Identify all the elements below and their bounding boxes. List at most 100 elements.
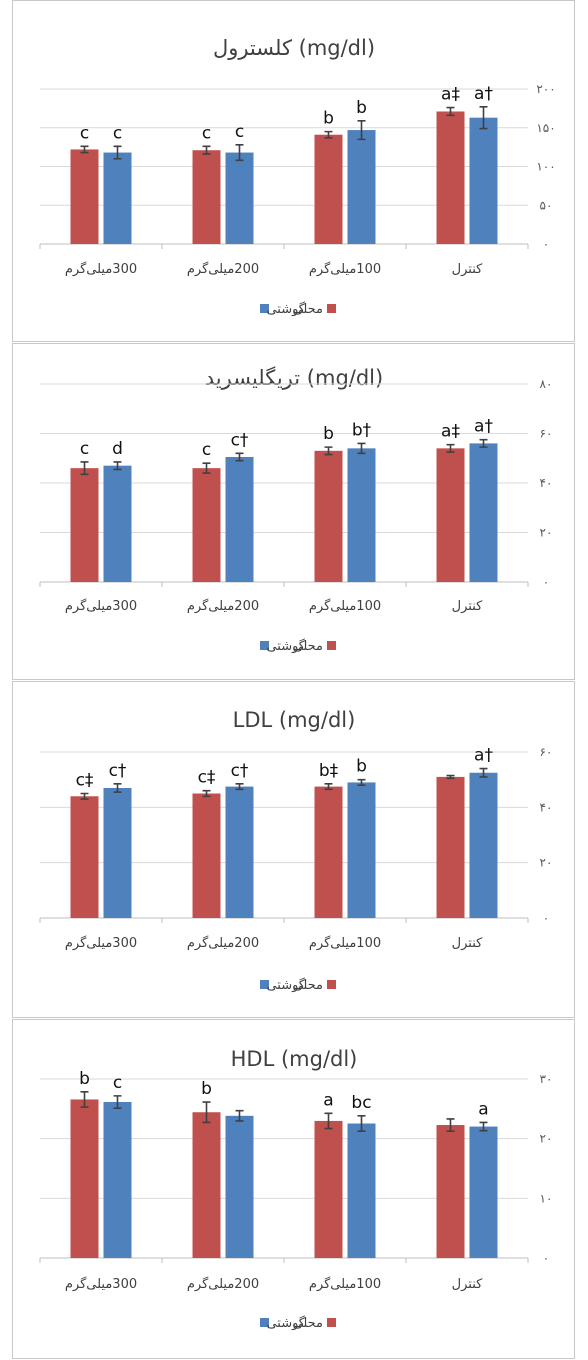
error-bar (113, 783, 122, 793)
y-tick-label: ۰ (543, 911, 549, 925)
x-tick-label: 200میلی‌گرم (187, 935, 259, 951)
legend-label-blue: گوشتی (266, 638, 305, 654)
bar-blue (103, 465, 132, 582)
legend-label-red: محلی (293, 978, 324, 993)
significance-label: d (112, 439, 123, 459)
chart-title: تریگلیسرید (mg/dl) (205, 366, 383, 390)
x-tick-label: 100میلی‌گرم (309, 261, 381, 277)
x-tick-label: کنترل (452, 936, 483, 951)
error-bar (479, 106, 488, 130)
x-tick-label: 100میلی‌گرم (309, 1276, 381, 1292)
significance-label: c (80, 439, 89, 459)
significance-label: a‡ (441, 422, 460, 442)
significance-label: b‡ (319, 761, 339, 781)
error-bar (202, 1101, 211, 1124)
bar-red (70, 149, 99, 244)
significance-label: c‡ (198, 768, 216, 788)
chart-panel-ldl: LDL (mg/dl) ۰ ۲۰ ۴۰ ۶۰ c‡ c† 300میلی‌گرم c‡ c† 200… (12, 681, 575, 1018)
y-tick-label: ۲۰۰ (536, 82, 555, 96)
significance-label: b (323, 424, 334, 444)
significance-label: a† (474, 84, 493, 104)
significance-label: b (356, 98, 367, 118)
significance-label: c† (231, 430, 249, 450)
bar-blue (347, 130, 376, 244)
bar-red (314, 134, 343, 244)
bar-red (192, 150, 221, 244)
bar-red (192, 1112, 221, 1258)
error-bar (113, 145, 122, 160)
bar-red (70, 468, 99, 582)
bar-blue (469, 117, 498, 244)
legend-swatch-blue (260, 641, 269, 650)
legend-swatch-blue (260, 980, 269, 989)
significance-label: b (356, 757, 367, 777)
bar-blue (347, 782, 376, 918)
error-bar (446, 774, 455, 780)
legend-swatch-red (327, 1318, 336, 1327)
bar-red (70, 796, 99, 918)
error-bar (357, 778, 366, 786)
error-bar (202, 145, 211, 155)
y-tick-label: ۶۰ (540, 427, 553, 441)
error-bar (235, 1109, 244, 1122)
x-tick-label: 200میلی‌گرم (187, 261, 259, 277)
significance-label: a (323, 1090, 333, 1110)
y-tick-label: ۴۰ (540, 476, 553, 490)
legend-swatch-red (327, 980, 336, 989)
legend-label-red: محلی (293, 639, 324, 654)
error-bar (80, 461, 89, 476)
error-bar (80, 145, 89, 154)
bar-blue (347, 1123, 376, 1258)
significance-label: c‡ (76, 771, 94, 791)
y-tick-label: ۲۰ (540, 1132, 553, 1146)
bar-red (314, 1120, 343, 1258)
significance-label: a† (474, 746, 493, 766)
bar-red (192, 468, 221, 582)
bar-blue (103, 1102, 132, 1258)
legend-label-red: محلی (293, 1316, 324, 1331)
y-tick-label: ۶۰ (540, 745, 553, 759)
x-tick-label: کنترل (452, 1277, 483, 1292)
chart-panel-hdl: HDL (mg/dl) ۰ ۱۰ ۲۰ ۳۰ b c 300میلی‌گرم b 200میلی‌… (12, 1019, 575, 1359)
significance-label: c† (109, 761, 127, 781)
error-bar (113, 461, 122, 471)
x-tick-label: 300میلی‌گرم (65, 935, 137, 951)
significance-label: c (80, 123, 89, 143)
error-bar (324, 446, 333, 456)
chart-title: HDL (mg/dl) (231, 1047, 358, 1071)
x-tick-label: 300میلی‌گرم (65, 261, 137, 277)
significance-label: bc (351, 1093, 371, 1113)
error-bar (235, 783, 244, 791)
error-bar (357, 442, 366, 455)
y-tick-label: ۲۰ (540, 526, 553, 540)
y-tick-label: ۰ (543, 1251, 549, 1265)
error-bar (324, 783, 333, 791)
bar-blue (103, 152, 132, 244)
error-bar (202, 462, 211, 474)
error-bar (357, 1115, 366, 1132)
bar-blue (225, 457, 254, 582)
y-tick-label: ۳۰ (540, 1072, 553, 1086)
y-tick-label: ۱۰۰ (536, 160, 555, 174)
chart-panel-triglyceride: تریگلیسرید (mg/dl) ۰ ۲۰ ۴۰ ۶۰ ۸۰ c d 300میلی‌گرم… (12, 343, 575, 680)
chart-title: کلسترول (mg/dl) (213, 36, 375, 60)
error-bar (324, 130, 333, 139)
error-bar (446, 106, 455, 117)
legend-swatch-blue (260, 304, 269, 313)
legend-label-blue: گوشتی (266, 1315, 305, 1331)
significance-label: c (113, 1073, 122, 1093)
error-bar (202, 789, 211, 798)
error-bar (479, 1121, 488, 1132)
y-tick-label: ۰ (543, 237, 549, 251)
chart-panel-cholesterol: کلسترول (mg/dl) ۰ ۵۰ ۱۰۰ ۱۵۰ ۲۰۰ c c 300میلی‌گرم… (12, 0, 575, 342)
significance-label: c (202, 123, 211, 143)
bar-blue (225, 152, 254, 244)
y-tick-label: ۱۰ (540, 1191, 553, 1205)
chart-title: LDL (mg/dl) (233, 708, 356, 732)
legend-swatch-red (327, 304, 336, 313)
y-tick-label: ۱۵۰ (536, 121, 555, 135)
significance-label: c (235, 122, 244, 142)
bar-blue (225, 1115, 254, 1258)
significance-label: b (79, 1069, 90, 1089)
